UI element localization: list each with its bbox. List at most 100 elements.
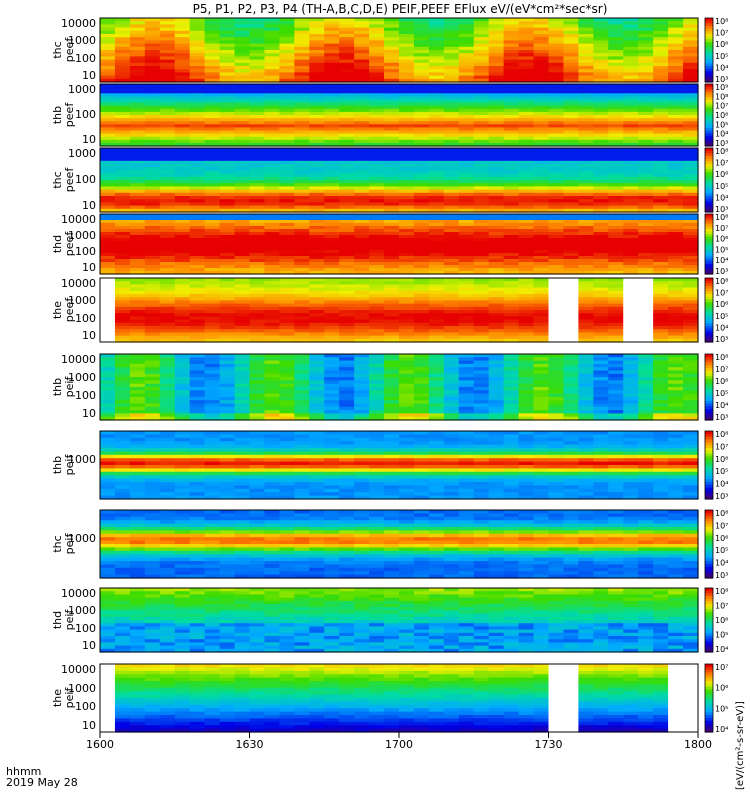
spectrogram-cell bbox=[413, 157, 430, 162]
spectrogram-cell bbox=[204, 220, 221, 224]
spectrogram-cell bbox=[279, 102, 295, 107]
spectrogram-cell bbox=[399, 232, 415, 236]
colorbar-cell bbox=[705, 174, 713, 178]
spectrogram-cell bbox=[548, 367, 565, 372]
spectrogram-cell bbox=[309, 300, 325, 305]
spectrogram-cell bbox=[369, 121, 385, 125]
spectrogram-cell bbox=[548, 90, 565, 94]
spectrogram-cell bbox=[174, 413, 191, 418]
spectrogram-cell bbox=[683, 170, 699, 175]
spectrogram-cell bbox=[339, 180, 355, 184]
spectrogram-cell bbox=[354, 313, 370, 317]
spectrogram-cell bbox=[638, 50, 654, 54]
spectrogram-cell bbox=[638, 56, 654, 61]
spectrogram-cell bbox=[219, 189, 236, 194]
spectrogram-cell bbox=[279, 121, 295, 125]
spectrogram-cell bbox=[488, 34, 505, 38]
spectrogram-cell bbox=[563, 59, 579, 64]
spectrogram-cell bbox=[114, 256, 131, 260]
spectrogram-cell bbox=[638, 387, 654, 391]
spectrogram-cell bbox=[443, 72, 460, 77]
spectrogram-cell bbox=[428, 326, 445, 330]
spectrogram-cell bbox=[413, 40, 430, 45]
spectrogram-cell bbox=[503, 390, 520, 395]
spectrogram-cell bbox=[324, 53, 340, 57]
spectrogram-cell bbox=[548, 326, 565, 330]
spectrogram-cell bbox=[518, 90, 535, 94]
spectrogram-cell bbox=[443, 310, 460, 314]
spectrogram-cell bbox=[159, 297, 176, 301]
spectrogram-cell bbox=[563, 406, 579, 411]
spectrogram-cell bbox=[144, 380, 161, 385]
spectrogram-cell bbox=[413, 262, 430, 266]
spectrogram-cell bbox=[324, 180, 340, 184]
spectrogram-cell bbox=[324, 34, 340, 38]
spectrogram-cell bbox=[249, 271, 266, 275]
colorbar-cell bbox=[705, 102, 713, 106]
spectrogram-cell bbox=[369, 18, 385, 22]
spectrogram-cell bbox=[458, 53, 475, 57]
spectrogram-cell bbox=[294, 217, 310, 221]
spectrogram-cell bbox=[548, 192, 565, 197]
spectrogram-cell bbox=[189, 59, 206, 64]
spectrogram-cell bbox=[369, 383, 385, 388]
spectrogram-cell bbox=[174, 176, 191, 181]
spectrogram-cell bbox=[413, 84, 430, 88]
spectrogram-cell bbox=[413, 124, 430, 128]
spectrogram-cell bbox=[129, 142, 146, 147]
spectrogram-cell bbox=[563, 183, 579, 187]
spectrogram-cell bbox=[578, 406, 594, 411]
spectrogram-cell bbox=[234, 102, 251, 107]
spectrogram-cell bbox=[234, 223, 251, 227]
spectrogram-cell bbox=[309, 241, 325, 245]
spectrogram-cell bbox=[488, 192, 505, 197]
spectrogram-cell bbox=[249, 21, 266, 25]
spectrogram-cell bbox=[219, 287, 236, 292]
spectrogram-cell bbox=[384, 220, 400, 224]
spectrogram-cell bbox=[384, 160, 400, 165]
spectrogram-cell bbox=[264, 111, 280, 116]
spectrogram-cell bbox=[683, 229, 699, 233]
spectrogram-cell bbox=[578, 87, 594, 91]
spectrogram-cell bbox=[533, 413, 550, 418]
spectrogram-cell bbox=[384, 390, 400, 395]
spectrogram-cell bbox=[638, 290, 654, 295]
spectrogram-cell bbox=[593, 102, 609, 107]
spectrogram-cell bbox=[518, 310, 535, 314]
spectrogram-cell bbox=[234, 235, 251, 239]
spectrogram-cell bbox=[144, 154, 161, 159]
spectrogram-cell bbox=[354, 96, 370, 101]
spectrogram-cell bbox=[129, 214, 146, 218]
spectrogram-cell bbox=[399, 21, 415, 25]
spectrogram-cell bbox=[354, 93, 370, 97]
spectrogram-cell bbox=[458, 406, 475, 411]
spectrogram-cell bbox=[144, 43, 161, 48]
spectrogram-cell bbox=[369, 111, 385, 116]
spectrogram-cell bbox=[443, 220, 460, 224]
spectrogram-cell bbox=[548, 18, 565, 22]
spectrogram-cell bbox=[518, 265, 535, 269]
spectrogram-cell bbox=[399, 253, 415, 257]
spectrogram-cell bbox=[249, 164, 266, 168]
spectrogram-cell bbox=[399, 360, 415, 365]
spectrogram-cell bbox=[623, 335, 639, 340]
spectrogram-cell bbox=[339, 111, 355, 116]
spectrogram-cell bbox=[428, 400, 445, 405]
spectrogram-cell bbox=[294, 87, 310, 91]
spectrogram-cell bbox=[608, 205, 624, 210]
spectrogram-cell bbox=[144, 284, 161, 289]
spectrogram-cell bbox=[428, 139, 445, 144]
spectrogram-cell bbox=[129, 75, 146, 80]
spectrogram-cell bbox=[683, 59, 699, 64]
colorbar-cell bbox=[705, 52, 713, 56]
spectrogram-cell bbox=[204, 265, 221, 269]
spectrogram-cell bbox=[249, 390, 266, 395]
spectrogram-cell bbox=[533, 102, 550, 107]
spectrogram-cell bbox=[219, 319, 236, 324]
spectrogram-cell bbox=[473, 281, 490, 285]
spectrogram-cell bbox=[189, 357, 206, 362]
spectrogram-cell bbox=[548, 53, 565, 57]
spectrogram-cell bbox=[384, 34, 400, 38]
spectrogram-cell bbox=[309, 262, 325, 266]
spectrogram-cell bbox=[144, 300, 161, 305]
